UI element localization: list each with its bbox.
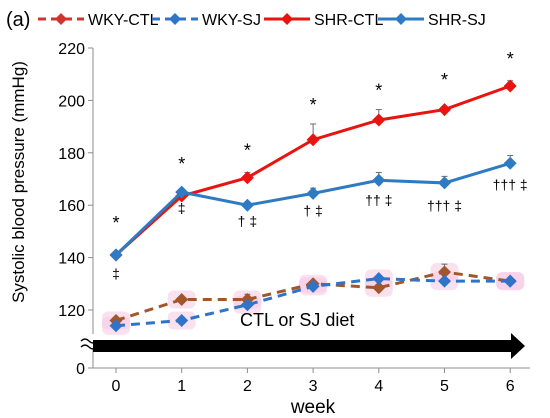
data-point xyxy=(109,248,123,262)
data-point xyxy=(438,176,451,190)
x-tick-label: 0 xyxy=(112,378,121,395)
legend-item-wky-sj: WKY-SJ xyxy=(152,12,261,29)
legend-marker xyxy=(55,13,67,25)
x-tick-label: 4 xyxy=(374,378,383,395)
y-tick-label: 220 xyxy=(58,41,85,58)
data-point xyxy=(175,185,189,199)
data-series xyxy=(109,79,517,333)
data-point xyxy=(372,173,386,187)
diet-label: CTL or SJ diet xyxy=(240,310,354,330)
data-point xyxy=(372,281,386,295)
x-tick-label: 5 xyxy=(440,378,449,395)
annotation: ††† ‡ xyxy=(427,197,462,213)
x-tick-label: 2 xyxy=(243,378,252,395)
annotation: ‡ xyxy=(178,200,186,216)
annotation: * xyxy=(375,80,382,100)
y-tick-label: 140 xyxy=(58,251,85,268)
annotation: † ‡ xyxy=(303,203,322,219)
x-tick-label: 1 xyxy=(177,378,186,395)
legend-label: WKY-SJ xyxy=(202,12,261,29)
legend-item-shr-sj: SHR-SJ xyxy=(378,12,486,29)
data-point xyxy=(438,274,451,288)
data-point xyxy=(175,313,189,327)
annotation: * xyxy=(178,154,185,174)
annotation: ‡ xyxy=(112,266,120,282)
legend-label: SHR-SJ xyxy=(428,12,486,29)
data-point xyxy=(306,186,320,200)
significance-annotations: * * * * * * * ‡ ‡ † ‡ † ‡ †† ‡ ††† ‡ ††† ‡ xyxy=(112,49,528,282)
y-tick-label: 120 xyxy=(58,303,85,320)
data-point xyxy=(109,319,123,333)
panel-label: (a) xyxy=(6,9,30,31)
y-tick-label: 160 xyxy=(58,198,85,215)
x-axis-label: week xyxy=(290,397,336,418)
data-point xyxy=(240,298,254,312)
annotation: ††† ‡ xyxy=(493,176,528,192)
legend-item-shr-ctl: SHR-CTL xyxy=(264,12,383,29)
x-tick-label: 6 xyxy=(506,378,515,395)
y-tick-label: 200 xyxy=(58,93,85,110)
annotation: †† ‡ xyxy=(365,192,392,208)
data-point xyxy=(503,156,517,170)
data-point xyxy=(503,79,517,93)
timeline-arrow xyxy=(93,333,525,359)
y-axis-label: Systolic blood pressure (mmHg) xyxy=(9,61,28,303)
arrow-shaft xyxy=(93,340,513,352)
legend-item-wky-ctl: WKY-CTL xyxy=(38,12,159,29)
data-point xyxy=(372,272,386,286)
data-point xyxy=(240,171,254,185)
legend-label: WKY-CTL xyxy=(88,12,159,29)
legend: WKY-CTL WKY-SJ SHR-CTL SHR-SJ xyxy=(38,12,486,29)
data-point xyxy=(306,279,320,293)
annotation: * xyxy=(112,213,119,233)
x-tick-label: 3 xyxy=(309,378,318,395)
annotation: * xyxy=(244,141,251,161)
legend-label: SHR-CTL xyxy=(314,12,383,29)
legend-marker xyxy=(169,13,181,25)
data-point xyxy=(372,113,386,127)
annotation: * xyxy=(507,49,514,69)
axes: 0 120 140 160 180 200 220 0 1 2 3 4 5 6 xyxy=(58,41,530,395)
y-tick-label: 0 xyxy=(76,361,85,378)
data-point xyxy=(240,198,254,212)
data-point xyxy=(438,103,451,117)
annotation: † ‡ xyxy=(238,213,257,229)
series-wky-sj xyxy=(109,272,517,333)
data-point xyxy=(503,274,517,288)
series-shr-sj xyxy=(109,154,517,262)
arrow-head xyxy=(511,333,525,359)
legend-marker xyxy=(281,13,293,25)
data-point xyxy=(175,293,189,307)
annotation: * xyxy=(310,95,317,115)
data-point xyxy=(438,265,451,279)
data-point xyxy=(306,133,320,147)
annotation: * xyxy=(441,70,448,90)
legend-marker xyxy=(395,13,407,25)
y-tick-label: 180 xyxy=(58,146,85,163)
